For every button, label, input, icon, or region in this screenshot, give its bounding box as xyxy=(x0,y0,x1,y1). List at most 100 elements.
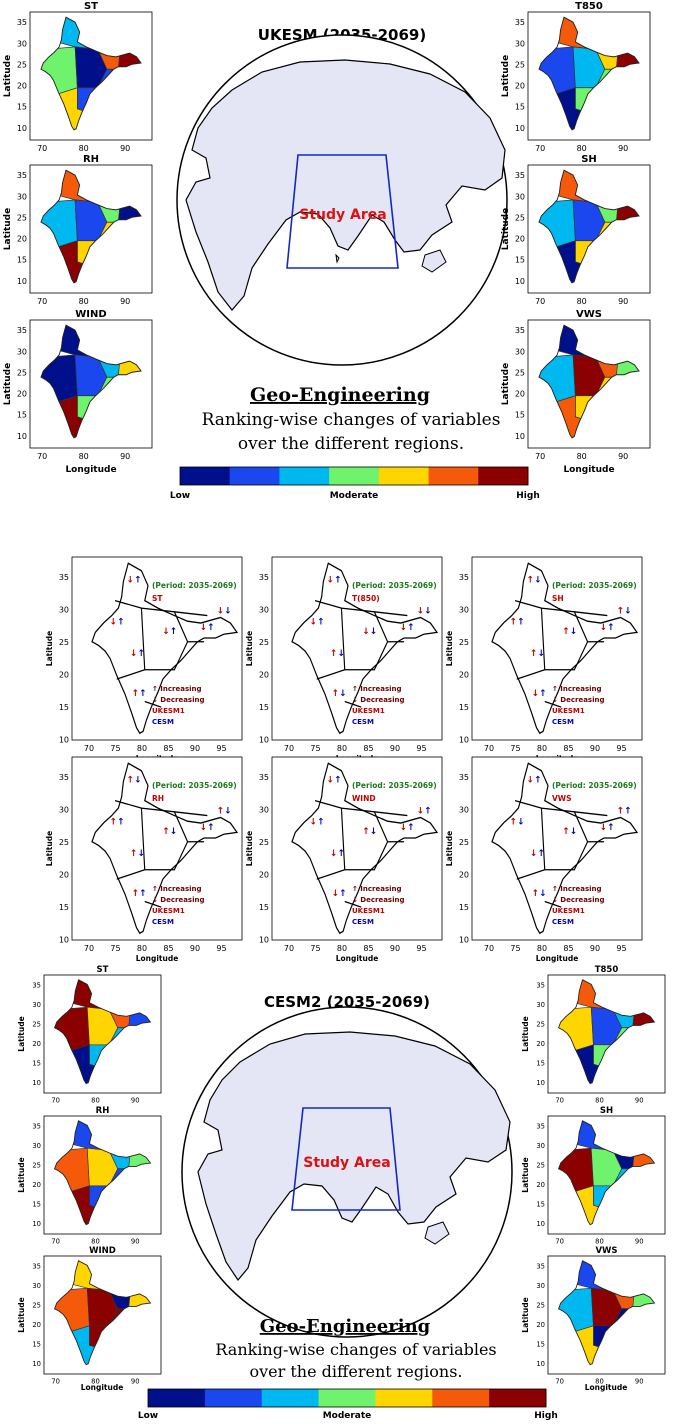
x-tick-label: 75 xyxy=(110,744,120,753)
trend-arrows: ↓↑ xyxy=(326,776,341,786)
y-axis-label: Latitude xyxy=(45,831,54,866)
x-axis-label: Longitude xyxy=(563,465,614,475)
map-title: SH xyxy=(581,154,597,165)
top-heading: Geo-Engineering xyxy=(250,384,430,406)
x-tick-label: 90 xyxy=(618,144,628,153)
x-tick-label: 80 xyxy=(577,452,587,461)
colorbar-frame xyxy=(179,466,529,486)
y-tick-label: 15 xyxy=(32,1340,41,1348)
y-tick-label: 15 xyxy=(515,103,525,112)
y-tick-label: 10 xyxy=(259,936,269,945)
x-axis-label: Longitude xyxy=(536,954,579,963)
y-tick-label: 25 xyxy=(459,838,469,847)
colorbar-swatch xyxy=(378,467,430,485)
map-title: RH xyxy=(83,154,99,165)
y-axis-label: Latitude xyxy=(501,363,511,405)
y-tick-label: 30 xyxy=(259,606,269,615)
trend-arrows: ↓↑ xyxy=(530,849,545,859)
bottom-colorbar: Low Moderate High xyxy=(138,1388,558,1421)
y-tick-label: 30 xyxy=(536,1001,545,1009)
period-label: (Period: 2035-2069) xyxy=(152,781,237,790)
legend-decreasing: ↓ Decreasing xyxy=(352,896,405,904)
x-tick-label: 90 xyxy=(190,944,200,953)
x-tick-label: 85 xyxy=(563,944,573,953)
y-tick-label: 20 xyxy=(536,1181,545,1189)
x-tick-label: 75 xyxy=(310,744,320,753)
variable-label: SH xyxy=(552,594,564,603)
y-tick-label: 20 xyxy=(459,871,469,880)
colorbar-swatch xyxy=(432,1389,490,1407)
y-axis-label: Latitude xyxy=(17,1297,26,1332)
top-section: UKESM (2035-2069) Study Area Geo-Enginee… xyxy=(3,1,651,501)
arrow-panel-rh: ↑↓↑↑↑↓↑↓↓↑↑↓↑↑(Period: 2035-2069)RH↑ Inc… xyxy=(45,756,243,963)
y-axis-label: Latitude xyxy=(3,55,13,97)
legend-model1: UKESM1 xyxy=(552,707,585,715)
y-tick-label: 25 xyxy=(59,838,69,847)
x-tick-label: 90 xyxy=(618,297,628,306)
x-axis-label: Longitude xyxy=(585,1383,628,1392)
y-tick-label: 35 xyxy=(536,1262,545,1270)
y-tick-label: 10 xyxy=(59,736,69,745)
y-tick-label: 35 xyxy=(536,1122,545,1130)
y-axis-label: Latitude xyxy=(521,1157,530,1192)
colorbar-swatch xyxy=(229,467,280,485)
x-tick-label: 80 xyxy=(595,1237,604,1245)
trend-arrows: ↓↑ xyxy=(532,689,547,699)
trend-arrows: ↓↑ xyxy=(130,649,145,659)
y-axis-label: Latitude xyxy=(501,208,511,250)
y-tick-label: 20 xyxy=(536,1321,545,1329)
top-map-t850: T850 35 30 25 20 15 10 70 80 90 xyxy=(515,1,651,153)
trend-arrows: ↑↑ xyxy=(132,689,147,699)
x-tick-label: 95 xyxy=(416,744,426,753)
y-tick-label: 15 xyxy=(32,1200,41,1208)
y-tick-label: 10 xyxy=(32,1360,41,1368)
legend-model2: CESM xyxy=(552,718,574,726)
y-axis-label: Latitude xyxy=(445,631,454,666)
trend-arrows: ↑↓ xyxy=(330,649,345,659)
y-tick-label: 20 xyxy=(459,671,469,680)
x-tick-label: 70 xyxy=(37,452,47,461)
x-tick-label: 90 xyxy=(635,1237,644,1245)
bottom-map-t850: T850 35 30 25 20 15 10 70 80 90 xyxy=(536,965,666,1104)
y-tick-label: 15 xyxy=(515,256,525,265)
top-small-maps: ST 35 30 25 20 15 10 70 80 90 Latitude T850 35 30 25 20… xyxy=(3,1,651,475)
legend-increasing: ↑ Increasing xyxy=(352,685,402,693)
y-tick-label: 20 xyxy=(59,871,69,880)
legend-decreasing: ↓ Decreasing xyxy=(152,696,205,704)
bottom-section: CESM2 (2035-2069) Study Area Geo-Enginee… xyxy=(17,965,666,1421)
legend-decreasing: ↓ Decreasing xyxy=(152,896,205,904)
period-label: (Period: 2035-2069) xyxy=(552,781,637,790)
y-tick-label: 25 xyxy=(459,638,469,647)
y-tick-label: 35 xyxy=(32,981,41,989)
bottom-map-st: ST 35 30 25 20 15 10 70 80 90 xyxy=(32,965,162,1104)
x-tick-label: 90 xyxy=(131,1096,140,1104)
x-tick-label: 90 xyxy=(120,297,130,306)
y-axis-label: Latitude xyxy=(45,631,54,666)
x-tick-label: 70 xyxy=(535,297,545,306)
x-tick-label: 95 xyxy=(616,944,626,953)
x-tick-label: 90 xyxy=(390,944,400,953)
y-tick-label: 30 xyxy=(17,192,27,201)
y-tick-label: 20 xyxy=(59,671,69,680)
legend-model2: CESM xyxy=(152,918,174,926)
y-tick-label: 35 xyxy=(515,18,525,27)
x-tick-label: 95 xyxy=(416,944,426,953)
y-tick-label: 10 xyxy=(259,736,269,745)
y-tick-label: 10 xyxy=(459,936,469,945)
trend-arrows: ↑↓ xyxy=(362,827,377,837)
colorbar-frame xyxy=(147,1388,547,1408)
y-tick-label: 20 xyxy=(515,235,525,244)
map-title: WIND xyxy=(89,1246,116,1256)
trend-arrows: ↓↑ xyxy=(309,618,324,628)
y-tick-label: 30 xyxy=(17,39,27,48)
bottom-map-vws: VWS 35 30 25 20 15 10 70 80 90 xyxy=(536,1246,666,1385)
trend-arrows: ↓↑ xyxy=(309,818,324,828)
x-tick-label: 80 xyxy=(537,944,547,953)
bottom-small-maps: ST 35 30 25 20 15 10 70 80 90 Latitude T850 35 30 25 20… xyxy=(17,965,666,1392)
x-tick-label: 70 xyxy=(555,1096,564,1104)
y-tick-label: 25 xyxy=(32,1020,41,1028)
legend-increasing: ↑ Increasing xyxy=(152,685,202,693)
bottom-heading: Geo-Engineering xyxy=(260,1316,431,1337)
trend-arrows: ↑↓ xyxy=(526,576,541,586)
